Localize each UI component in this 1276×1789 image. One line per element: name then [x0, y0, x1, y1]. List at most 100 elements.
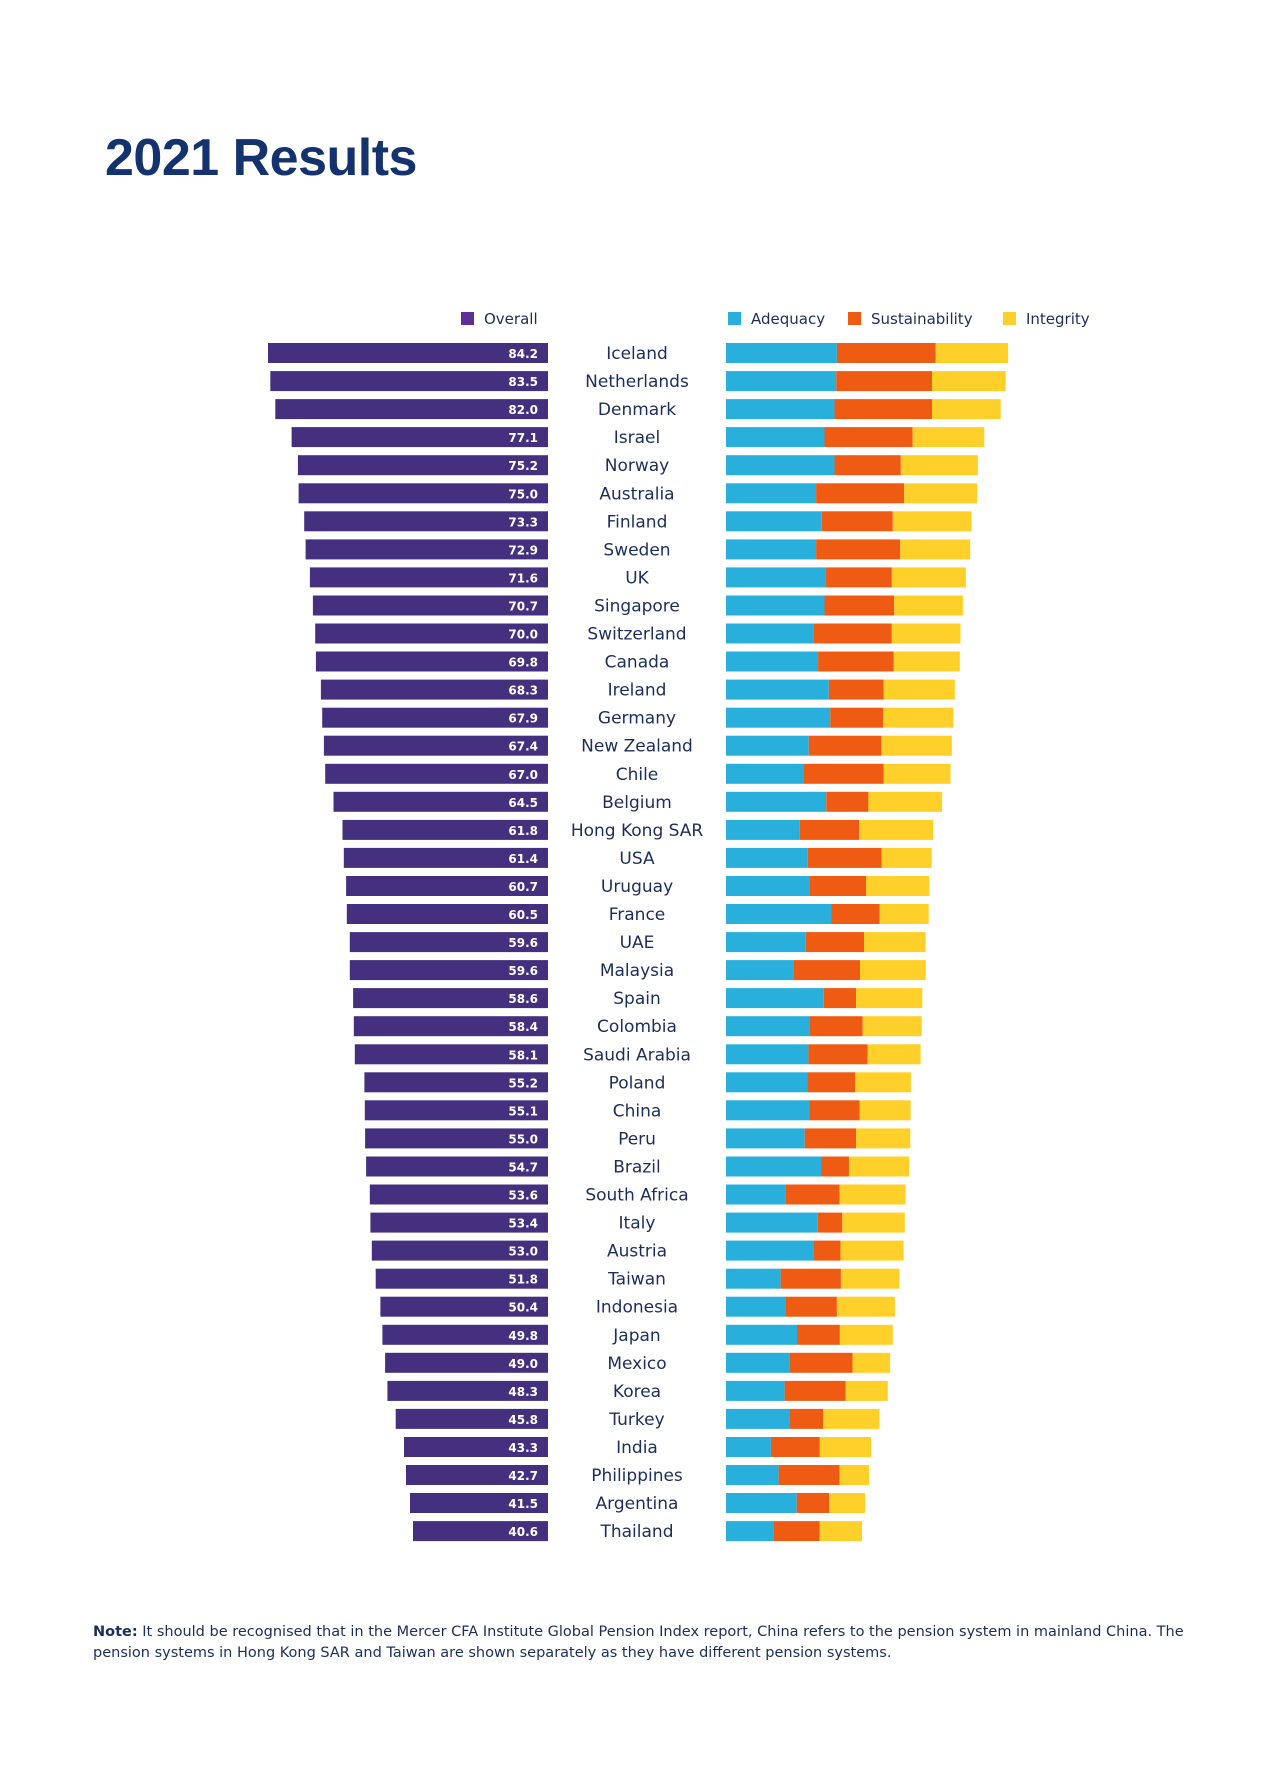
sustainability-segment	[808, 735, 882, 756]
overall-bar	[366, 1156, 548, 1177]
country-label: India	[616, 1438, 658, 1458]
chart-row: 83.5 Netherlands	[270, 371, 1006, 392]
chart-row: 72.9 Sweden	[305, 539, 971, 560]
sustainability-segment	[821, 1156, 849, 1177]
adequacy-segment	[726, 623, 814, 644]
integrity-segment	[891, 567, 966, 588]
adequacy-segment	[726, 511, 822, 532]
overall-value-label: 69.8	[508, 656, 538, 670]
overall-bar	[354, 1044, 548, 1065]
integrity-segment	[900, 455, 978, 476]
country-label: Saudi Arabia	[583, 1045, 691, 1065]
overall-bar	[387, 1380, 548, 1401]
sustainability-segment	[836, 343, 936, 363]
chart-row: 58.6 Spain	[353, 988, 923, 1009]
sustainability-segment	[817, 1212, 843, 1233]
integrity-segment	[881, 735, 952, 756]
legend-label-sustainability: Sustainability	[871, 310, 973, 328]
country-label: Australia	[599, 484, 674, 504]
overall-bar	[406, 1465, 548, 1485]
integrity-segment	[859, 819, 933, 840]
overall-value-label: 53.4	[508, 1217, 538, 1231]
sustainability-segment	[796, 1493, 830, 1513]
country-label: Turkey	[608, 1410, 664, 1430]
overall-bar	[270, 371, 548, 392]
overall-bar	[322, 707, 548, 728]
integrity-segment	[839, 1324, 893, 1345]
chart-row: 67.0 Chile	[325, 763, 951, 785]
sustainability-segment	[773, 1521, 820, 1542]
sustainability-segment	[807, 847, 882, 868]
country-label: Hong Kong SAR	[571, 821, 704, 841]
chart-row: 55.0 Peru	[365, 1128, 911, 1149]
legend-label-integrity: Integrity	[1026, 310, 1090, 328]
integrity-segment	[856, 988, 923, 1009]
country-label: Korea	[613, 1382, 661, 1402]
country-label: Indonesia	[596, 1298, 678, 1318]
overall-value-label: 70.7	[508, 600, 538, 614]
integrity-segment	[868, 791, 943, 812]
integrity-segment	[883, 763, 951, 784]
chart-row: 70.0 Switzerland	[315, 623, 961, 645]
overall-bar	[312, 595, 548, 616]
chart-row: 42.7 Philippines	[406, 1465, 870, 1486]
adequacy-segment	[726, 819, 800, 840]
integrity-segment	[819, 1437, 872, 1457]
overall-bar	[382, 1324, 548, 1345]
country-label: Belgium	[602, 793, 672, 813]
overall-value-label: 59.6	[508, 964, 538, 978]
overall-value-label: 51.8	[508, 1273, 538, 1287]
integrity-segment	[892, 511, 972, 532]
chart-row: 49.0 Mexico	[385, 1352, 891, 1374]
overall-bar	[305, 539, 548, 560]
adequacy-segment	[726, 1044, 809, 1065]
adequacy-segment	[726, 707, 831, 728]
overall-value-label: 49.8	[508, 1329, 538, 1343]
integrity-segment	[883, 679, 955, 700]
adequacy-segment	[726, 1156, 822, 1177]
sustainability-segment	[784, 1380, 846, 1401]
sustainability-segment	[826, 791, 869, 812]
country-label: Finland	[607, 512, 668, 532]
overall-bar	[349, 932, 548, 953]
integrity-segment	[900, 539, 971, 560]
overall-bar	[413, 1521, 548, 1542]
country-label: Spain	[613, 989, 661, 1009]
country-label: Colombia	[597, 1017, 677, 1037]
adequacy-segment	[726, 1324, 797, 1345]
chart-row: 43.3 India	[404, 1437, 872, 1458]
legend-swatch-integrity	[1003, 312, 1016, 325]
chart-row: 75.2 Norway	[297, 455, 978, 476]
overall-value-label: 53.6	[508, 1189, 538, 1203]
integrity-segment	[864, 932, 926, 953]
legend-label-overall: Overall	[484, 310, 538, 328]
overall-value-label: 73.3	[508, 515, 538, 529]
integrity-segment	[860, 960, 926, 981]
integrity-segment	[891, 623, 961, 644]
sustainability-segment	[818, 651, 894, 672]
sustainability-segment	[825, 567, 892, 588]
overall-value-label: 43.3	[508, 1441, 538, 1455]
country-label: Taiwan	[607, 1270, 666, 1290]
adequacy-segment	[726, 399, 835, 420]
sustainability-segment	[785, 1184, 840, 1205]
overall-value-label: 55.0	[508, 1132, 538, 1146]
country-label: Uruguay	[601, 877, 673, 897]
sustainability-segment	[834, 399, 932, 420]
footnote-text: It should be recognised that in the Merc…	[93, 1624, 1184, 1661]
overall-bar	[346, 876, 548, 896]
overall-value-label: 60.5	[508, 908, 538, 922]
overall-bar	[380, 1296, 548, 1317]
integrity-segment	[842, 1212, 905, 1233]
overall-bar	[343, 847, 548, 868]
sustainability-segment	[809, 1016, 863, 1037]
overall-bar	[291, 427, 548, 448]
sustainability-segment	[770, 1437, 820, 1457]
integrity-segment	[845, 1380, 888, 1401]
adequacy-segment	[726, 1408, 790, 1429]
adequacy-segment	[726, 651, 819, 672]
overall-bar	[404, 1437, 548, 1457]
overall-bar	[364, 1072, 548, 1093]
overall-bar	[342, 819, 548, 840]
overall-value-label: 54.7	[508, 1161, 538, 1175]
